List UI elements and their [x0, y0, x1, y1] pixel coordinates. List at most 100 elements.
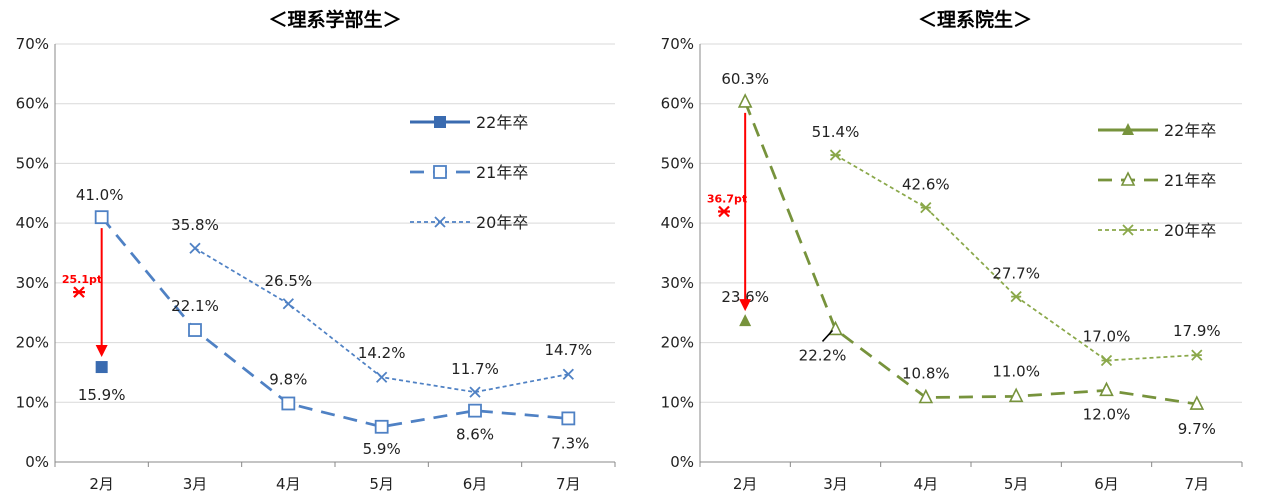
data-label: 9.7% — [1178, 420, 1216, 438]
data-label: 10.8% — [902, 365, 950, 383]
data-label: 41.0% — [76, 186, 124, 204]
legend-label: 20年卒 — [476, 213, 528, 232]
y-tick-label: 60% — [16, 95, 49, 113]
x-tick-label: 5月 — [369, 475, 394, 493]
data-label: 8.6% — [456, 426, 494, 444]
data-point — [469, 386, 481, 398]
series-21年卒: 41.0% 22.1% 9.8% 5.9% 8.6% 7.3% — [76, 186, 590, 458]
data-point — [1191, 349, 1203, 361]
y-tick-label: 40% — [661, 214, 694, 232]
data-label: 51.4% — [812, 123, 860, 141]
x-tick-label: 2月 — [89, 475, 114, 493]
y-tick-label: 50% — [661, 154, 694, 172]
y-tick-label: 40% — [16, 214, 49, 232]
data-point — [829, 149, 842, 161]
chart-grad-science: ＜理系院生＞ 0% 10% 20% 30% 40% 50% 60% 70% 2月 3月 4月 5月 6月 7… — [661, 8, 1243, 493]
data-point — [739, 314, 752, 327]
y-tick-label: 0% — [670, 453, 694, 471]
legend-marker — [433, 165, 447, 179]
data-label: 17.9% — [1173, 322, 1221, 340]
difference-arrow: 36.7pt — [707, 112, 752, 312]
series-20年卒: 51.4% 42.6% 27.7% 17.0% 17.9% — [812, 123, 1221, 367]
data-label: 14.7% — [545, 341, 593, 359]
data-label: 17.0% — [1083, 327, 1131, 345]
series-line — [194, 247, 569, 394]
legend-label: 20年卒 — [1164, 221, 1216, 240]
data-point — [281, 396, 296, 411]
series-22年卒: 15.9% — [78, 361, 126, 404]
data-point — [737, 93, 753, 108]
data-label: 9.8% — [269, 370, 307, 388]
x-tick-label: 5月 — [1004, 475, 1029, 493]
chart-title: ＜理系院生＞ — [918, 8, 1032, 31]
y-tick-label: 30% — [661, 274, 694, 292]
legend-marker — [434, 216, 446, 228]
data-point — [1100, 354, 1113, 367]
data-label: 14.2% — [358, 344, 406, 362]
x-tick-label: 6月 — [1094, 475, 1119, 493]
x-tick-label: 4月 — [276, 475, 301, 493]
data-label: 22.1% — [171, 297, 219, 315]
annotation-label: 25.1pt — [62, 273, 102, 286]
data-point — [282, 298, 294, 310]
legend-label: 21年卒 — [1164, 171, 1216, 190]
data-point — [1008, 387, 1024, 403]
data-point — [562, 368, 574, 380]
data-point — [468, 403, 482, 418]
legend-label: 22年卒 — [476, 113, 528, 132]
data-label: 15.9% — [78, 386, 126, 404]
x-tick-label: 3月 — [183, 475, 208, 493]
series-line — [743, 101, 1198, 406]
data-label: 60.3% — [721, 70, 769, 88]
annotation-marker — [718, 205, 730, 218]
y-tick-label: 50% — [16, 154, 49, 172]
data-point — [1099, 381, 1114, 397]
x-tick-label: 2月 — [733, 475, 758, 493]
data-point — [189, 242, 201, 254]
y-tick-label: 30% — [16, 274, 49, 292]
legend-label: 21年卒 — [476, 163, 528, 182]
data-label: 22.2% — [799, 346, 847, 364]
y-tick-label: 70% — [16, 35, 49, 53]
legend-entry: 22年卒 — [1098, 121, 1216, 140]
annotation-marker — [73, 286, 85, 298]
y-tick-label: 10% — [16, 393, 49, 411]
legend-entry: 21年卒 — [1098, 171, 1216, 190]
x-tick-label: 4月 — [914, 475, 939, 493]
chart-title: ＜理系学部生＞ — [268, 8, 401, 31]
legend-label: 22年卒 — [1164, 121, 1216, 140]
legend-marker — [1120, 171, 1136, 186]
data-point — [561, 411, 576, 426]
data-label: 12.0% — [1083, 405, 1131, 423]
legend-marker — [434, 116, 446, 128]
legend-entry: 21年卒 — [410, 163, 528, 182]
data-point — [95, 361, 108, 374]
y-tick-label: 20% — [16, 334, 49, 352]
x-tick-label: 6月 — [463, 475, 488, 493]
data-point — [376, 371, 388, 383]
series-21年卒: 60.3% 22.2% 10.8% 11.0% 12.0% 9.7% — [721, 70, 1216, 438]
data-label: 27.7% — [992, 265, 1040, 283]
data-point — [918, 388, 934, 404]
data-label: 26.5% — [265, 272, 313, 290]
y-tick-label: 20% — [661, 334, 694, 352]
chart-undergrad-science: ＜理系学部生＞ 0% 10% 20% 30% 40% 50% 60% 70% 2月 3月 4月 5月 6月… — [16, 8, 616, 493]
legend-entry: 20年卒 — [1098, 221, 1216, 240]
data-point — [1189, 395, 1205, 410]
data-label: 7.3% — [551, 434, 589, 452]
data-label: 11.7% — [451, 360, 499, 378]
data-label: 11.0% — [992, 362, 1040, 380]
series-line — [835, 154, 1197, 362]
data-label: 42.6% — [902, 176, 950, 194]
legend-marker — [1122, 123, 1134, 135]
data-label: 35.8% — [171, 216, 219, 234]
x-tick-label: 3月 — [823, 475, 848, 493]
y-tick-label: 10% — [661, 393, 694, 411]
arrow-head — [739, 299, 752, 312]
difference-arrow: 25.1pt — [62, 228, 108, 358]
data-point — [94, 210, 109, 225]
data-point — [188, 323, 202, 337]
data-point — [374, 419, 389, 434]
x-tick-label: 7月 — [1185, 475, 1210, 493]
